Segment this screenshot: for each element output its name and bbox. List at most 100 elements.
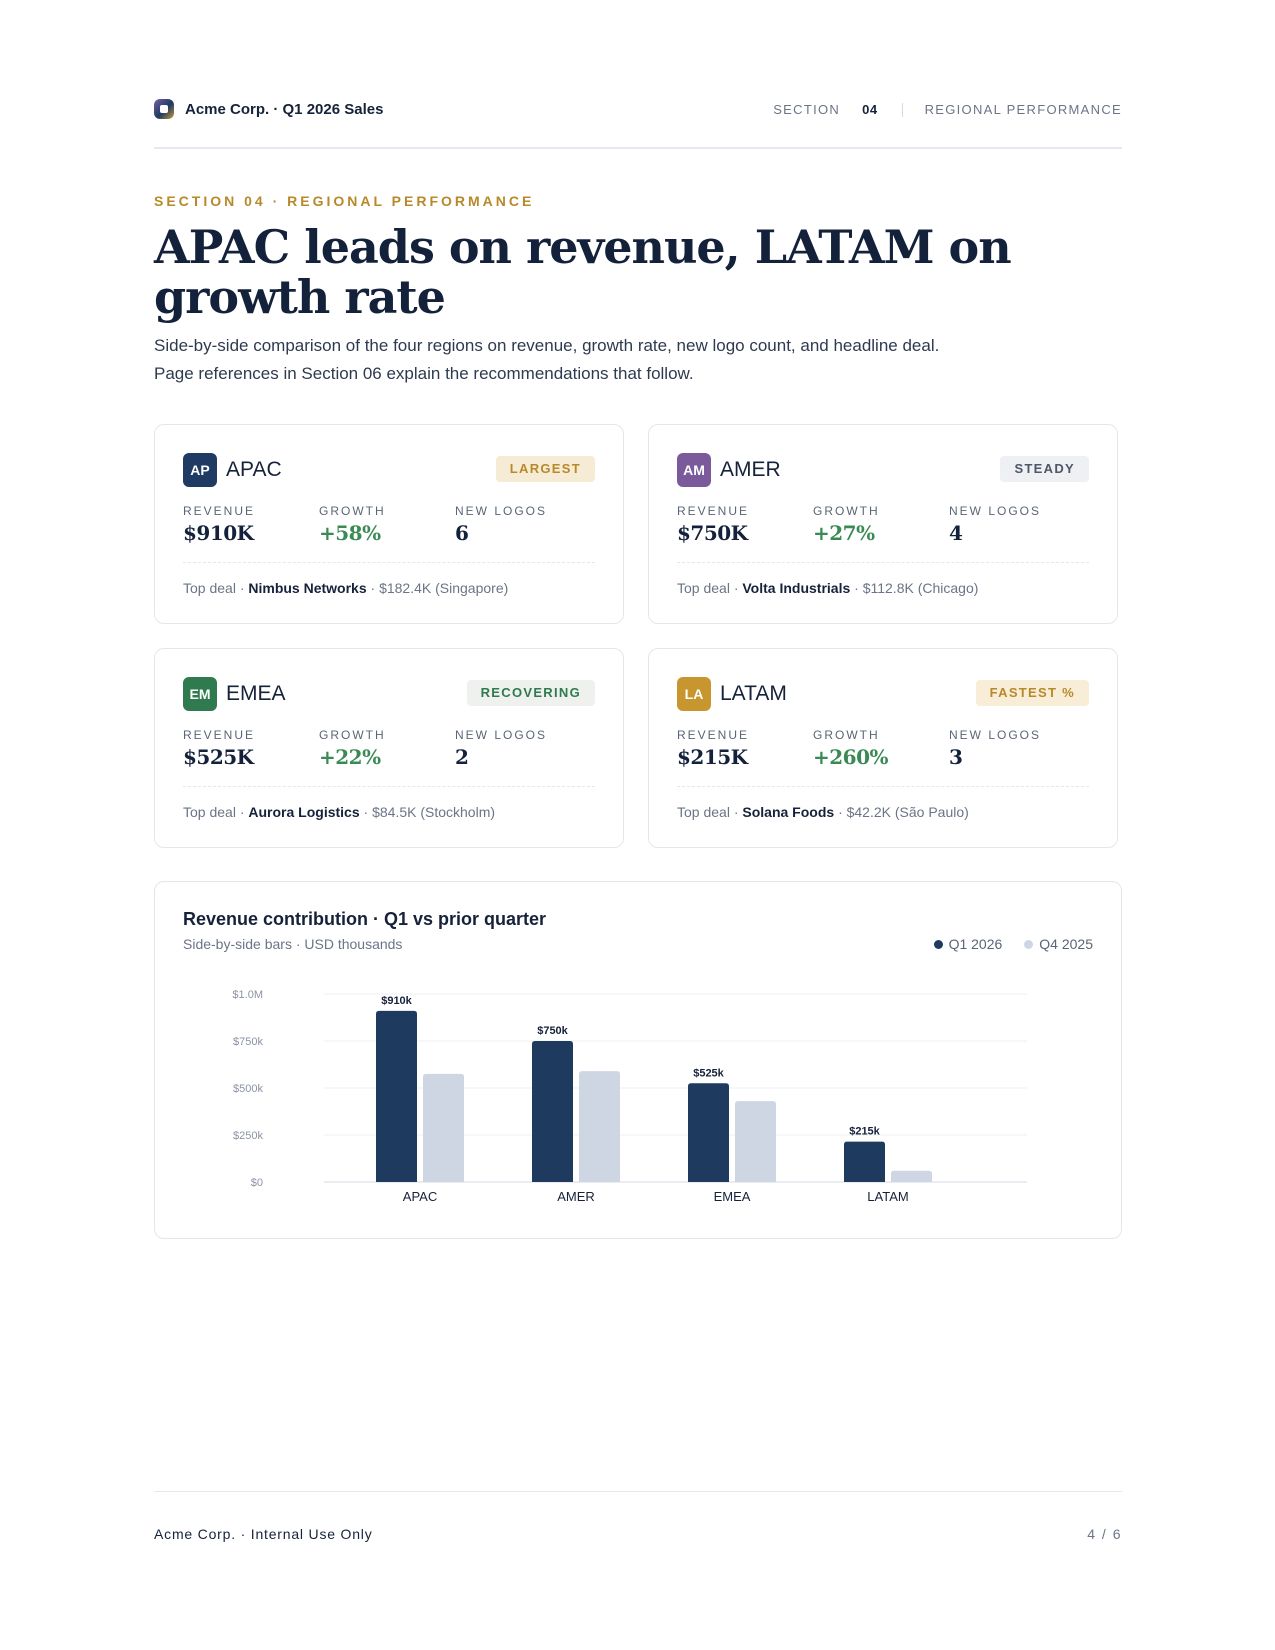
growth-label: GROWTH — [813, 728, 880, 742]
card-header: LA LATAM FASTEST % — [677, 677, 1089, 711]
bar-data-label: $750k — [537, 1025, 568, 1037]
growth-stat: GROWTH +260% — [813, 728, 889, 769]
revenue-label: REVENUE — [677, 504, 750, 518]
top-deal-detail: · $84.5K (Stockholm) — [363, 804, 496, 820]
growth-stat: GROWTH +58% — [319, 504, 386, 545]
region-card-latam: LA LATAM FASTEST % REVENUE $215K GROWTH … — [648, 648, 1118, 848]
bar-q4-2025-apac — [423, 1073, 464, 1182]
bar-q1-2026-apac — [376, 1010, 417, 1182]
region-stats: REVENUE $215K GROWTH +260% NEW LOGOS 3 — [677, 728, 1089, 769]
chart-title: Revenue contribution · Q1 vs prior quart… — [183, 909, 547, 929]
page-title: APAC leads on revenue, LATAM on growth r… — [154, 220, 1012, 324]
growth-value: +27% — [813, 521, 875, 545]
y-tick-label: $0 — [251, 1177, 263, 1189]
region-name: AMER — [720, 458, 781, 481]
region-name: APAC — [226, 458, 282, 481]
brand-title: Acme Corp. · Q1 2026 Sales — [185, 100, 384, 118]
growth-stat: GROWTH +27% — [813, 504, 880, 545]
x-tick-label: APAC — [403, 1189, 437, 1204]
legend-label: Q4 2025 — [1039, 936, 1093, 952]
revenue-stat: REVENUE $750K — [677, 504, 749, 545]
page-number: 4 / 6 — [1087, 1526, 1122, 1542]
region-name: EMEA — [226, 682, 286, 705]
new-logos-value: 4 — [949, 521, 963, 545]
top-deal-company: Aurora Logistics — [248, 804, 360, 820]
revenue-stat: REVENUE $525K — [183, 728, 255, 769]
bar-data-label: $215k — [849, 1126, 880, 1138]
revenue-label: REVENUE — [183, 728, 256, 742]
revenue-value: $910K — [183, 521, 254, 545]
new-logos-stat: NEW LOGOS 2 — [455, 728, 547, 769]
new-logos-stat: NEW LOGOS 3 — [949, 728, 1041, 769]
y-tick-label: $750k — [233, 1036, 263, 1048]
revenue-value: $215K — [677, 745, 748, 769]
region-stats: REVENUE $910K GROWTH +58% NEW LOGOS 6 — [183, 504, 595, 545]
top-deal: Top deal · Aurora Logistics · $84.5K (St… — [183, 804, 495, 820]
top-deal-label: Top deal · — [183, 580, 245, 596]
new-logos-value: 2 — [455, 745, 469, 769]
card-header: AP APAC LARGEST — [183, 453, 595, 487]
section-number: 04 — [862, 102, 878, 117]
status-badge: FASTEST % — [975, 680, 1089, 706]
footer-confidentiality: Acme Corp. · Internal Use Only — [154, 1526, 373, 1542]
revenue-stat: REVENUE $215K — [677, 728, 749, 769]
footer-divider — [154, 1491, 1122, 1492]
card-divider — [677, 562, 1089, 563]
brand: Acme Corp. · Q1 2026 Sales — [154, 99, 383, 119]
region-stats: REVENUE $750K GROWTH +27% NEW LOGOS 4 — [677, 504, 1089, 545]
section-reference: SECTION 04 REGIONAL PERFORMANCE — [773, 102, 1122, 117]
card-divider — [677, 786, 1089, 787]
y-tick-label: $1.0M — [232, 989, 263, 1001]
growth-stat: GROWTH +22% — [319, 728, 386, 769]
region-monogram: AM — [677, 453, 711, 487]
top-deal: Top deal · Volta Industrials · $112.8K (… — [677, 580, 978, 596]
top-deal-detail: · $182.4K (Singapore) — [370, 580, 509, 596]
section-label: SECTION — [773, 102, 841, 117]
region-stats: REVENUE $525K GROWTH +22% NEW LOGOS 2 — [183, 728, 595, 769]
top-deal-detail: · $42.2K (São Paulo) — [838, 804, 969, 820]
bar-q1-2026-amer — [532, 1041, 573, 1182]
revenue-label: REVENUE — [183, 504, 256, 518]
new-logos-stat: NEW LOGOS 4 — [949, 504, 1041, 545]
bar-q4-2025-latam — [891, 1170, 932, 1182]
revenue-label: REVENUE — [677, 728, 750, 742]
growth-value: +22% — [319, 745, 381, 769]
legend-label: Q1 2026 — [948, 936, 1003, 952]
top-deal-company: Nimbus Networks — [248, 580, 367, 596]
x-tick-label: AMER — [557, 1189, 595, 1204]
new-logos-value: 6 — [455, 521, 469, 545]
x-tick-label: EMEA — [714, 1189, 751, 1204]
revenue-stat: REVENUE $910K — [183, 504, 255, 545]
y-tick-label: $250k — [233, 1130, 263, 1142]
lede-paragraph: Side-by-side comparison of the four regi… — [154, 336, 940, 383]
card-divider — [183, 786, 595, 787]
legend-swatch — [933, 939, 943, 949]
top-deal-label: Top deal · — [183, 804, 245, 820]
bar-q4-2025-amer — [579, 1071, 620, 1182]
top-deal-detail: · $112.8K (Chicago) — [854, 580, 979, 596]
status-badge: STEADY — [1000, 456, 1089, 482]
brand-logo-icon — [154, 99, 174, 119]
legend-item-q4-2025: Q4 2025 — [1024, 936, 1093, 952]
top-deal-label: Top deal · — [677, 804, 739, 820]
new-logos-label: NEW LOGOS — [949, 728, 1042, 742]
region-monogram: AP — [183, 453, 217, 487]
top-deal-label: Top deal · — [677, 580, 739, 596]
y-tick-label: $500k — [233, 1083, 263, 1095]
eyebrow: SECTION 04 · REGIONAL PERFORMANCE — [154, 193, 535, 209]
bar-q4-2025-emea — [735, 1101, 776, 1182]
region-name: LATAM — [720, 682, 787, 705]
bar-data-label: $910k — [381, 995, 412, 1007]
revenue-value: $525K — [183, 745, 254, 769]
region-card-emea: EM EMEA RECOVERING REVENUE $525K GROWTH … — [154, 648, 624, 848]
region-card-apac: AP APAC LARGEST REVENUE $910K GROWTH +58… — [154, 424, 624, 624]
new-logos-value: 3 — [949, 745, 963, 769]
chart-subtitle: Side-by-side bars · USD thousands — [183, 936, 403, 952]
growth-label: GROWTH — [813, 504, 880, 518]
region-monogram: LA — [677, 677, 711, 711]
top-deal: Top deal · Solana Foods · $42.2K (São Pa… — [677, 804, 969, 820]
revenue-bar-chart: $0 $250k $500k $750k $1.0M $910k APAC $750k AMER… — [232, 989, 1027, 1204]
section-divider — [901, 102, 903, 117]
growth-value: +260% — [813, 745, 889, 769]
top-deal: Top deal · Nimbus Networks · $182.4K (Si… — [183, 580, 508, 596]
